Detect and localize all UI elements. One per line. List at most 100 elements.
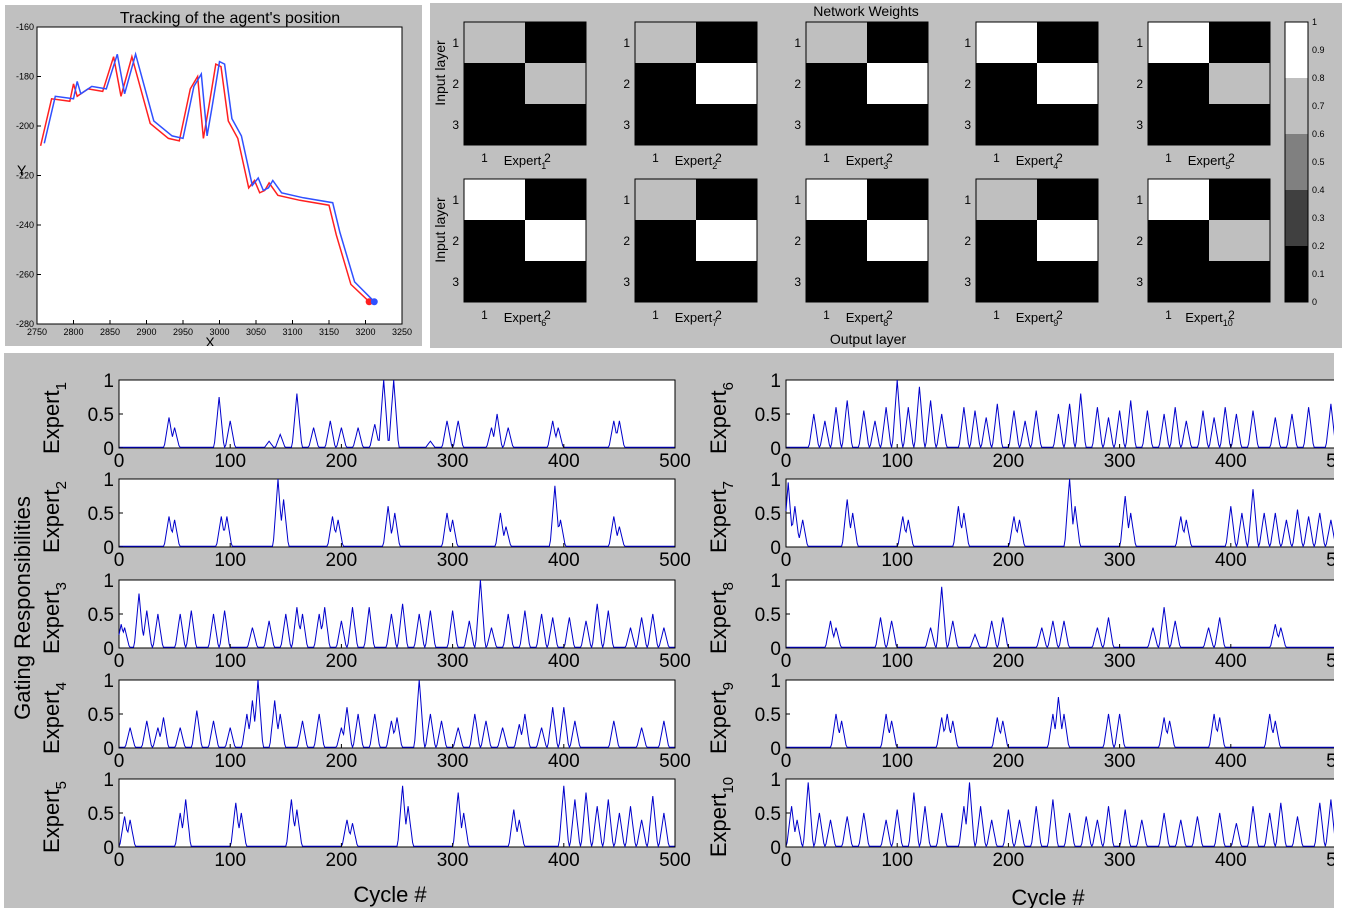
weight-cell [525, 104, 586, 145]
weight-cell [1148, 63, 1209, 104]
gating-ytick-label: 1 [103, 571, 114, 592]
weight-cell [1037, 220, 1098, 261]
weight-cell [696, 22, 757, 63]
weight-cell [1148, 104, 1209, 145]
gating-xtick-label: 0 [781, 651, 792, 672]
weight-cell [867, 63, 928, 104]
weights-col-tick: 2 [715, 308, 722, 322]
weight-cell [976, 220, 1037, 261]
weight-cell [635, 261, 696, 302]
gating-xtick-label: 300 [1104, 850, 1136, 871]
gating-xtick-label: 0 [114, 651, 125, 672]
weight-cell [525, 261, 586, 302]
weights-row-tick: 2 [623, 234, 630, 248]
weights-row-tick: 2 [452, 234, 459, 248]
weight-cell [696, 261, 757, 302]
weights-col-tick: 2 [1056, 151, 1063, 165]
weights-expert-label: Expert7 [675, 310, 718, 328]
gating-xtick-label: 0 [114, 751, 125, 772]
weights-col-tick: 2 [544, 308, 551, 322]
weights-col-tick: 1 [652, 308, 659, 322]
tracking-xlabel: X [205, 334, 215, 346]
weights-expert-label: Expert6 [504, 310, 547, 328]
weight-cell [696, 220, 757, 261]
weight-cell [635, 179, 696, 220]
weights-title: Network Weights [813, 3, 919, 19]
weight-cell [806, 179, 867, 220]
weights-col-tick: 1 [993, 308, 1000, 322]
gating-xtick-label: 500 [1326, 550, 1334, 571]
tracking-title: Tracking of the agent's position [120, 10, 340, 27]
colorbar-segment [1285, 190, 1308, 246]
weight-cell [464, 179, 525, 220]
gating-xtick-label: 100 [881, 550, 913, 571]
tracking-xtick-label: 2950 [173, 327, 193, 337]
gating-plot-area [118, 379, 676, 449]
gating-xtick-label: 500 [1326, 751, 1334, 772]
tracking-series-line [43, 51, 375, 303]
weights-ylabel: Input layer [432, 197, 448, 263]
gating-expert-label: Expert10 [706, 777, 737, 857]
gating-panel: 0 100 200 300 400 500 1 0.5 0 Expert1 0 100 200 300 40… [4, 353, 1348, 910]
colorbar-tick: 0.6 [1312, 129, 1325, 139]
gating-xtick-label: 400 [1215, 751, 1247, 772]
gating-xtick-label: 400 [548, 550, 580, 571]
weights-col-tick: 1 [481, 308, 488, 322]
gating-xtick-label: 0 [781, 850, 792, 871]
gating-xtick-label: 200 [993, 550, 1025, 571]
gating-ytick-label: 1 [103, 671, 114, 692]
gating-ytick-label: 0.5 [88, 804, 114, 825]
weights-row-tick: 1 [964, 193, 971, 207]
gating-ytick-label: 0 [770, 439, 781, 460]
gating-plot-area [118, 579, 676, 649]
gating-xtick-label: 500 [659, 550, 691, 571]
weight-cell [976, 22, 1037, 63]
gating-series-line [786, 379, 1342, 450]
gating-xtick-label: 200 [326, 850, 358, 871]
gating-xlabel: Cycle # [1011, 885, 1085, 908]
gating-series-line [785, 782, 1342, 849]
tracking-xtick-label: 2850 [100, 327, 120, 337]
weights-row-tick: 3 [1136, 118, 1143, 132]
weights-row-tick: 2 [964, 77, 971, 91]
tracking-xtick-label: 3200 [355, 327, 375, 337]
tracking-xtick-label: 3100 [282, 327, 302, 337]
weights-row-tick: 1 [1136, 193, 1143, 207]
gating-xtick-label: 400 [1215, 850, 1247, 871]
gating-xtick-label: 500 [659, 850, 691, 871]
weights-row-tick: 1 [1136, 36, 1143, 50]
tracking-ytick-label: -280 [16, 319, 34, 329]
gating-plot-area [785, 579, 1343, 649]
gating-xtick-label: 400 [548, 850, 580, 871]
colorbar-tick: 0.3 [1312, 213, 1325, 223]
gating-ytick-label: 0.5 [88, 405, 114, 426]
gating-xtick-label: 500 [1326, 451, 1334, 472]
weight-cell [525, 63, 586, 104]
gating-xtick-label: 500 [1326, 850, 1334, 871]
colorbar-segment [1285, 78, 1308, 134]
gating-xtick-label: 400 [548, 751, 580, 772]
weight-cell [1209, 220, 1270, 261]
tracking-ytick-label: -260 [16, 270, 34, 280]
gating-xtick-label: 300 [1104, 550, 1136, 571]
weight-cell [1209, 179, 1270, 220]
weight-cell [1037, 179, 1098, 220]
weight-cell [1148, 261, 1209, 302]
gating-expert-label: Expert7 [706, 481, 737, 553]
weights-xlabel: Output layer [830, 331, 907, 347]
gating-expert-label: Expert8 [706, 582, 737, 654]
gating-xtick-label: 400 [1215, 550, 1247, 571]
gating-ytick-label: 0 [103, 439, 114, 460]
gating-xlabel: Cycle # [353, 882, 427, 907]
weights-row-tick: 1 [452, 193, 459, 207]
weights-row-tick: 3 [794, 118, 801, 132]
gating-xtick-label: 100 [214, 751, 246, 772]
weights-col-tick: 2 [1056, 308, 1063, 322]
weights-row-tick: 3 [794, 275, 801, 289]
gating-expert-label: Expert4 [39, 682, 70, 754]
weights-row-tick: 1 [794, 193, 801, 207]
weights-expert-label: Expert9 [1016, 310, 1059, 328]
gating-xtick-label: 100 [881, 651, 913, 672]
weight-cell [464, 220, 525, 261]
